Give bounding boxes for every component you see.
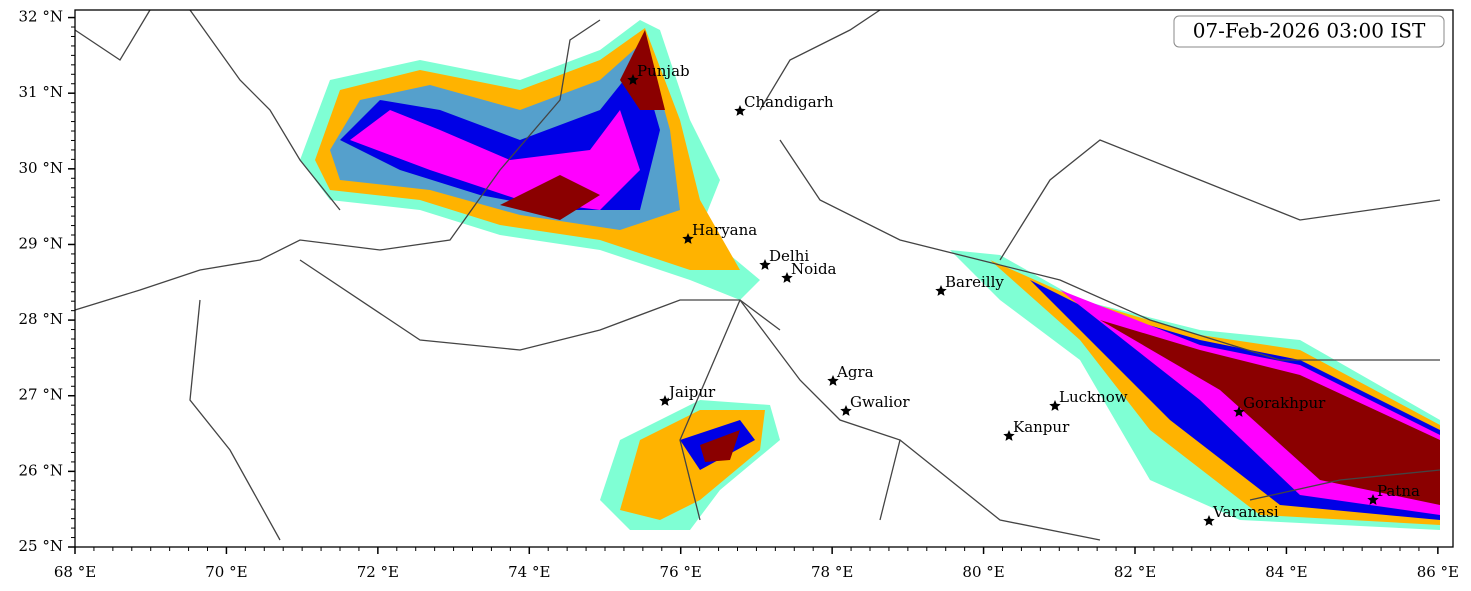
city-label: Lucknow	[1059, 388, 1128, 406]
boundaries	[74, 9, 1441, 541]
x-tick-label: 82 °E	[1114, 563, 1156, 581]
x-tick-label: 78 °E	[811, 563, 853, 581]
map-frame	[74, 9, 1454, 548]
y-tick-label: 28 °N	[19, 310, 63, 328]
x-tick-label: 72 °E	[357, 563, 399, 581]
city-marker	[682, 233, 694, 244]
x-tick-label: 80 °E	[962, 563, 1004, 581]
city-marker	[759, 259, 771, 270]
city-label: Gwalior	[850, 393, 910, 411]
city-marker	[627, 74, 639, 85]
y-tick-label: 29 °N	[19, 234, 63, 252]
x-tick-label: 70 °E	[205, 563, 247, 581]
city-label: Jaipur	[667, 383, 716, 401]
rainfall	[300, 20, 1440, 530]
timestamp: 07-Feb-2026 03:00 IST	[1193, 19, 1426, 43]
city-label: Gorakhpur	[1243, 394, 1326, 412]
x-tick-label: 76 °E	[660, 563, 702, 581]
y-tick-label: 27 °N	[19, 386, 63, 404]
city-label: Bareilly	[945, 273, 1004, 291]
city-marker	[734, 105, 746, 116]
city-marker	[781, 272, 793, 283]
city-label: Kanpur	[1013, 418, 1070, 436]
city-marker	[840, 405, 852, 416]
city-label: Noida	[791, 260, 837, 278]
y-tick-label: 26 °N	[19, 461, 63, 479]
city-marker	[1203, 515, 1215, 526]
city-label: Punjab	[637, 62, 690, 80]
y-tick-label: 30 °N	[19, 159, 63, 177]
city-marker	[1233, 406, 1245, 417]
city-label: Patna	[1377, 482, 1420, 500]
y-tick-label: 25 °N	[19, 537, 63, 555]
city-marker	[827, 375, 839, 386]
city-label: Agra	[836, 363, 874, 381]
x-tick-label: 86 °E	[1417, 563, 1459, 581]
city-label: Delhi	[769, 247, 809, 265]
city-marker	[935, 285, 947, 296]
city-marker	[1367, 494, 1379, 505]
city-marker	[1049, 400, 1061, 411]
x-tick-label: 74 °E	[508, 563, 550, 581]
city-label: Varanasi	[1212, 503, 1279, 521]
timestamp-box: 07-Feb-2026 03:00 IST	[1173, 15, 1445, 48]
city-label: Haryana	[692, 221, 757, 239]
y-tick-label: 31 °N	[19, 83, 63, 101]
city-marker	[1003, 430, 1015, 441]
x-tick-label: 68 °E	[54, 563, 96, 581]
city-marker	[659, 395, 671, 406]
y-tick-label: 32 °N	[19, 8, 63, 26]
city-label: Chandigarh	[744, 93, 834, 111]
x-tick-label: 84 °E	[1265, 563, 1307, 581]
